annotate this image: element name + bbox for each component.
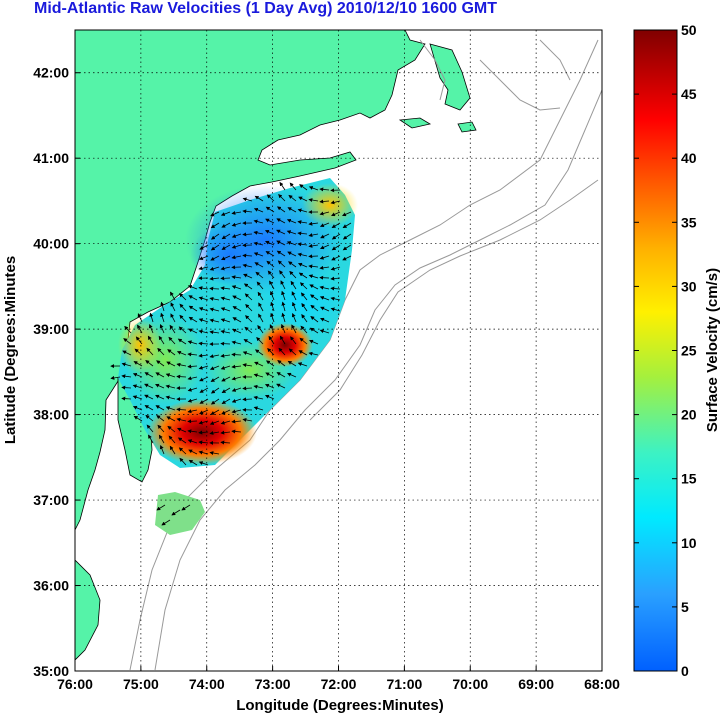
x-axis-ticks: 76:00 75:00 74:00 73:00 72:00 71:00 70:00 69:00… xyxy=(57,666,620,692)
colorbar-tick-label: 45 xyxy=(681,86,697,102)
colorbar-tick-label: 40 xyxy=(681,150,697,166)
colorbar-tick-label: 25 xyxy=(681,343,697,359)
colorbar-tick-label: 35 xyxy=(681,214,697,230)
x-tick-label: 72:00 xyxy=(321,676,357,692)
grid-lines xyxy=(75,30,602,671)
y-tick-label: 42:00 xyxy=(33,65,69,81)
velocity-arrows xyxy=(110,181,352,526)
y-tick-label: 40:00 xyxy=(33,236,69,252)
x-tick-label: 74:00 xyxy=(189,676,225,692)
colorbar-tick-label: 20 xyxy=(681,407,697,423)
x-tick-label: 68:00 xyxy=(584,676,620,692)
x-tick-label: 73:00 xyxy=(255,676,291,692)
y-axis-label: Latitude (Degrees:Minutes xyxy=(2,256,19,444)
colorbar-tick-label: 50 xyxy=(681,22,697,38)
x-tick-label: 69:00 xyxy=(518,676,554,692)
land-mass xyxy=(75,30,426,531)
y-tick-label: 37:00 xyxy=(33,492,69,508)
colorbar-tick-label: 10 xyxy=(681,535,697,551)
island-1 xyxy=(398,117,432,129)
x-tick-label: 75:00 xyxy=(123,676,159,692)
x-tick-label: 71:00 xyxy=(386,676,422,692)
colorbar xyxy=(633,29,678,672)
outer-banks xyxy=(75,559,101,661)
page-title: Mid-Atlantic Raw Velocities (1 Day Avg) … xyxy=(34,0,497,17)
x-axis-label: Longitude (Degrees:Minutes) xyxy=(236,697,444,714)
colorbar-tick-label: 0 xyxy=(681,663,689,679)
y-tick-label: 39:00 xyxy=(33,321,69,337)
y-tick-label: 36:00 xyxy=(33,578,69,594)
y-tick-label: 38:00 xyxy=(33,407,69,423)
x-tick-label: 70:00 xyxy=(452,676,488,692)
y-tick-label: 35:00 xyxy=(33,663,69,679)
velocity-field xyxy=(110,178,358,535)
cape-cod xyxy=(429,43,471,111)
colorbar-tick-label: 15 xyxy=(681,471,697,487)
colorbar-tick-label: 5 xyxy=(681,599,689,615)
island-2 xyxy=(457,121,477,133)
coverage-small xyxy=(155,492,205,535)
y-tick-label: 41:00 xyxy=(33,150,69,166)
x-tick-label: 76:00 xyxy=(57,676,93,692)
colorbar-tick-label: 30 xyxy=(681,278,697,294)
colorbar-label: Surface Velocity (cm/s) xyxy=(704,268,721,432)
y-axis-ticks: 42:00 41:00 40:00 39:00 38:00 37:00 36:00 35:00 xyxy=(33,65,80,679)
